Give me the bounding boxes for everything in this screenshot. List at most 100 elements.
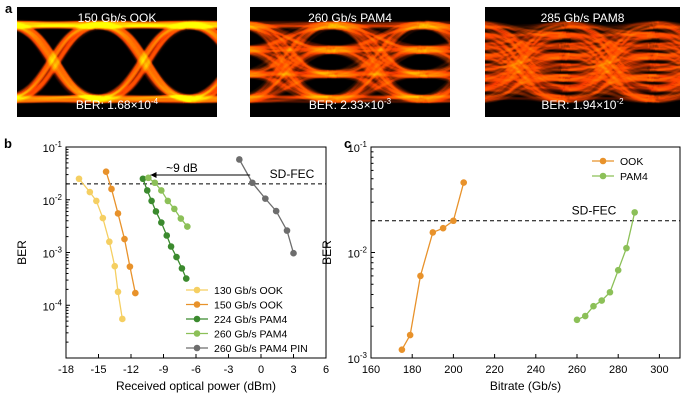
eye-diagram-pam4: 260 Gb/s PAM4 BER: 2.33×10-3	[250, 7, 450, 117]
data-point	[406, 331, 414, 339]
y-tick-label: 10-3	[43, 246, 63, 261]
panel-label-b: b	[4, 136, 12, 151]
legend-marker	[193, 286, 201, 294]
data-point	[450, 217, 457, 225]
data-point	[262, 195, 269, 202]
legend-marker	[193, 330, 201, 337]
legend-label: 150 Gb/s OOK	[214, 300, 283, 312]
legend-label: OOK	[620, 156, 643, 168]
data-point	[119, 315, 126, 323]
y-tick-label: 10-1	[348, 140, 368, 155]
annotation-label: ~9 dB	[166, 161, 198, 175]
eye-diagram-pam8: 285 Gb/s PAM8 BER: 1.94×10-2	[485, 7, 680, 117]
y-axis-label: BER	[320, 240, 334, 265]
data-point	[429, 229, 437, 236]
series-line	[238, 159, 295, 254]
legend-label: 260 Gb/s PAM4	[214, 329, 288, 341]
eye-ber-pam4: BER: 2.33×10-3	[308, 97, 392, 112]
data-point	[460, 179, 468, 186]
data-point	[114, 210, 122, 217]
data-point	[106, 238, 113, 246]
data-point	[126, 263, 134, 270]
fec-threshold-label: SD-FEC	[572, 204, 617, 218]
panel-label-c: c	[344, 136, 352, 151]
data-point	[417, 272, 424, 280]
series-line	[576, 212, 636, 321]
data-point	[623, 244, 630, 252]
panel-label-a: a	[5, 1, 13, 16]
x-axis-label: Received optical power (dBm)	[116, 379, 276, 393]
x-axis-label: Bitrate (Gb/s)	[490, 379, 561, 393]
y-tick-label: 10-3	[348, 351, 368, 366]
eye-diagram-ook: 150 Gb/s OOK BER: 1.68×10-4	[17, 7, 217, 117]
eye-title-pam4: 260 Gb/s PAM4	[308, 11, 392, 25]
data-point	[121, 235, 128, 243]
data-point	[158, 219, 165, 226]
data-point	[139, 175, 147, 183]
eye-title-pam8: 285 Gb/s PAM8	[540, 11, 625, 25]
data-point	[163, 232, 171, 239]
y-tick-label: 10-2	[43, 193, 63, 208]
data-point	[631, 209, 638, 216]
data-point	[606, 288, 614, 296]
fec-threshold-label: SD-FEC	[270, 167, 315, 181]
x-tick-label: -15	[91, 364, 107, 376]
x-tick-label: 260	[568, 364, 586, 376]
x-tick-label: -6	[191, 364, 201, 376]
legend-marker	[599, 157, 607, 165]
data-point	[152, 208, 160, 215]
eye-ber-pam8: BER: 1.94×10-2	[541, 97, 624, 112]
data-point	[93, 197, 100, 205]
x-tick-label: -12	[123, 364, 139, 376]
y-axis-label: BER	[15, 240, 29, 265]
legend-marker	[193, 344, 201, 352]
x-tick-label: 280	[609, 364, 627, 376]
legend-marker	[193, 315, 201, 323]
data-point	[171, 205, 178, 213]
legend-label: 130 Gb/s OOK	[214, 285, 283, 297]
data-point	[290, 249, 297, 257]
data-point	[102, 168, 110, 176]
x-tick-label: 0	[258, 364, 264, 376]
eye-title-ook: 150 Gb/s OOK	[77, 11, 157, 25]
x-tick-label: -9	[159, 364, 169, 376]
eye-pattern-pam4	[250, 7, 450, 117]
x-tick-label: 3	[290, 364, 296, 376]
data-point	[398, 346, 406, 353]
legend-marker	[599, 172, 607, 180]
x-tick-label: 6	[323, 364, 329, 376]
data-point	[177, 215, 185, 222]
data-point	[236, 156, 243, 163]
x-tick-label: 180	[403, 364, 421, 376]
x-tick-label: -18	[58, 364, 74, 376]
data-point	[99, 214, 107, 222]
annotation-arrowhead	[150, 172, 157, 178]
data-point	[182, 275, 190, 282]
series-line	[142, 178, 187, 279]
y-tick-label: 10-4	[43, 298, 63, 313]
x-tick-label: 200	[444, 364, 462, 376]
data-point	[132, 289, 139, 297]
data-point	[184, 223, 191, 230]
data-point	[590, 302, 597, 310]
data-point	[581, 312, 589, 320]
data-point	[143, 187, 151, 194]
series-line	[401, 182, 465, 350]
legend-label: 260 Gb/s PAM4 PIN	[214, 343, 308, 355]
x-tick-label: -3	[224, 364, 234, 376]
data-point	[249, 179, 256, 187]
data-point	[148, 197, 155, 205]
data-point	[573, 316, 581, 324]
eye-pattern-ook	[17, 7, 217, 117]
data-point	[158, 187, 165, 194]
legend-marker	[193, 301, 201, 308]
y-tick-label: 10-1	[43, 140, 63, 155]
data-point	[272, 207, 280, 215]
y-tick-label: 10-2	[348, 246, 368, 261]
data-point	[151, 179, 159, 187]
data-point	[111, 262, 119, 270]
x-tick-label: 300	[650, 364, 668, 376]
data-point	[108, 185, 115, 193]
